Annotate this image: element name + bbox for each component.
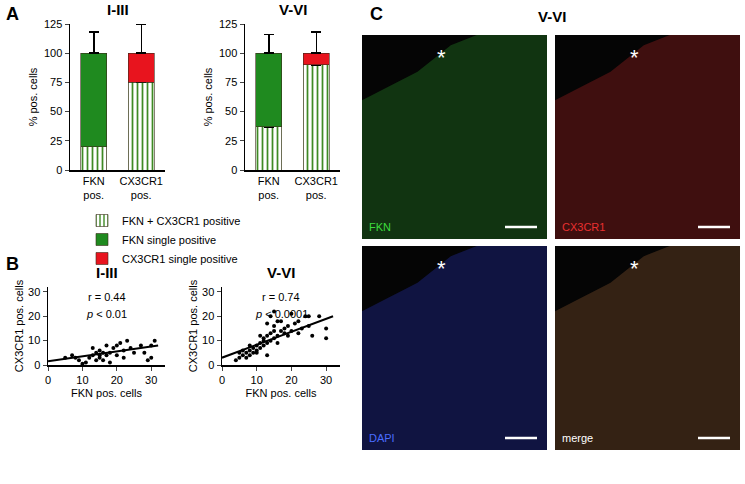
svg-text:25: 25: [225, 135, 237, 147]
svg-text:I-III: I-III: [107, 1, 129, 18]
svg-text:20: 20: [28, 310, 40, 322]
svg-text:B: B: [6, 254, 19, 274]
svg-text:10: 10: [76, 374, 88, 386]
svg-text:A: A: [6, 4, 19, 24]
svg-text:r = 0.74: r = 0.74: [262, 291, 300, 303]
svg-text:0: 0: [219, 374, 225, 386]
svg-text:merge: merge: [562, 432, 593, 444]
svg-text:75: 75: [225, 76, 237, 88]
svg-text:*: *: [630, 256, 639, 281]
svg-text:V-VI: V-VI: [538, 8, 566, 25]
svg-text:FKN pos. cells: FKN pos. cells: [246, 387, 317, 399]
svg-text:20: 20: [202, 310, 214, 322]
svg-text:CX3CR1 single positive: CX3CR1 single positive: [122, 253, 238, 265]
svg-text:FKN pos. cells: FKN pos. cells: [71, 387, 142, 399]
svg-text:% pos. cells: % pos. cells: [27, 67, 39, 126]
svg-text:FKN + CX3CR1 positive: FKN + CX3CR1 positive: [122, 215, 240, 227]
svg-text:30: 30: [145, 374, 157, 386]
svg-text:FKN single positive: FKN single positive: [122, 234, 216, 246]
svg-text:FKNpos.: FKNpos.: [83, 175, 105, 201]
svg-text:DAPI: DAPI: [369, 432, 395, 444]
svg-text:I-III: I-III: [96, 264, 118, 281]
svg-text:10: 10: [251, 374, 263, 386]
svg-text:CX3CR1 pos. cells: CX3CR1 pos. cells: [13, 279, 25, 372]
svg-text:50: 50: [225, 105, 237, 117]
svg-text:125: 125: [219, 18, 237, 30]
svg-text:125: 125: [44, 18, 62, 30]
svg-text:0: 0: [45, 374, 51, 386]
svg-text:V-VI: V-VI: [279, 1, 307, 18]
svg-text:*: *: [437, 45, 446, 70]
svg-text:50: 50: [50, 105, 62, 117]
svg-text:p < 0.01: p < 0.01: [86, 308, 127, 320]
svg-text:CX3CR1pos.: CX3CR1pos.: [295, 175, 338, 201]
svg-text:0: 0: [208, 359, 214, 371]
svg-text:FKNpos.: FKNpos.: [258, 175, 280, 201]
svg-text:V-VI: V-VI: [267, 264, 295, 281]
svg-text:30: 30: [28, 286, 40, 298]
svg-text:CX3CR1 pos. cells: CX3CR1 pos. cells: [187, 279, 199, 372]
svg-text:0: 0: [34, 359, 40, 371]
svg-text:CX3CR1: CX3CR1: [562, 221, 605, 233]
svg-text:CX3CR1pos.: CX3CR1pos.: [120, 175, 163, 201]
svg-text:20: 20: [111, 374, 123, 386]
svg-text:FKN: FKN: [369, 221, 391, 233]
svg-text:% pos. cells: % pos. cells: [202, 67, 214, 126]
svg-text:100: 100: [44, 47, 62, 59]
svg-text:75: 75: [50, 76, 62, 88]
svg-text:10: 10: [28, 334, 40, 346]
svg-text:20: 20: [285, 374, 297, 386]
svg-text:25: 25: [50, 135, 62, 147]
svg-text:r = 0.44: r = 0.44: [88, 291, 126, 303]
svg-text:p < 0.0001: p < 0.0001: [255, 308, 308, 320]
svg-text:*: *: [437, 256, 446, 281]
svg-text:C: C: [370, 4, 383, 24]
svg-text:0: 0: [56, 164, 62, 176]
svg-text:30: 30: [320, 374, 332, 386]
svg-text:30: 30: [202, 286, 214, 298]
svg-text:10: 10: [202, 334, 214, 346]
svg-text:0: 0: [231, 164, 237, 176]
svg-text:*: *: [630, 45, 639, 70]
svg-text:100: 100: [219, 47, 237, 59]
